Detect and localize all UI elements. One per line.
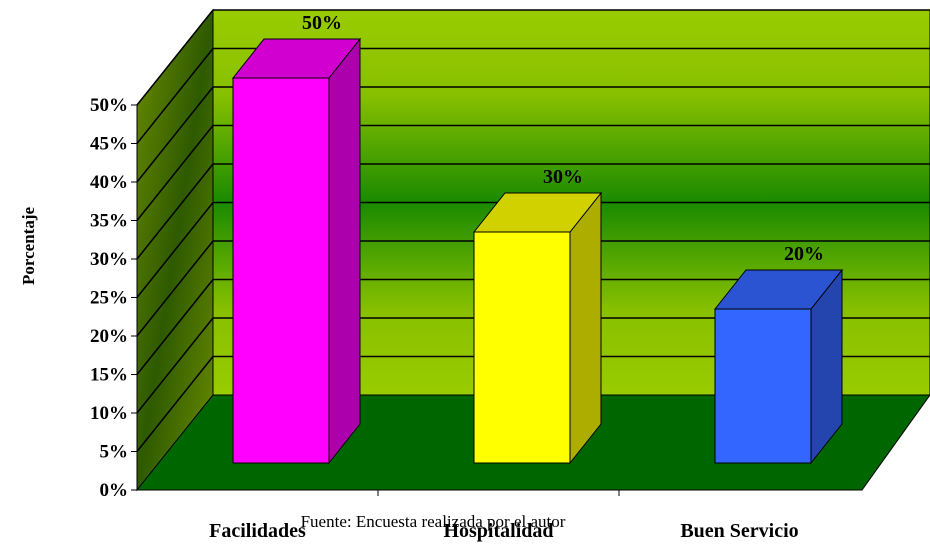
bar-hospitalidad: 30% <box>472 166 603 465</box>
gridline-side <box>136 48 214 144</box>
data-label: 50% <box>302 12 342 34</box>
bar-front <box>714 308 812 464</box>
y-tick-label: 20% <box>90 326 128 347</box>
y-tick-label: 35% <box>90 211 128 232</box>
bar-buen-servicio: 20% <box>713 243 844 465</box>
source-note: Fuente: Encuesta realizada por el autor <box>301 512 566 531</box>
y-tick-label: 15% <box>90 365 128 386</box>
data-label: 20% <box>784 243 824 265</box>
y-tick-label: 30% <box>90 249 128 270</box>
gridline-side <box>136 202 214 298</box>
y-tick-label: 5% <box>100 442 129 463</box>
gridline-side <box>136 317 214 414</box>
category-label: Hospitalidad <box>443 520 553 542</box>
y-tick-label: 45% <box>90 134 128 155</box>
category-label: Facilidades <box>209 520 306 542</box>
gridline-side <box>136 9 214 106</box>
gridline-side <box>136 86 214 183</box>
y-tick-label: 25% <box>90 288 128 309</box>
y-axis-label: Porcentaje <box>19 207 38 285</box>
y-axis: 0% 5% 10% 15% 20% 25% 30% 35% 40% 45% 50% <box>90 95 862 501</box>
bar-side <box>569 191 602 465</box>
gridline-side <box>136 163 214 260</box>
bar-facilidades: 50% <box>231 12 362 465</box>
category-label: Buen Servicio <box>680 520 798 542</box>
bars: 50% 30% 20% <box>231 12 844 465</box>
y-tick-label: 50% <box>90 95 128 116</box>
y-tick-label: 10% <box>90 403 128 424</box>
data-label: 30% <box>543 166 583 188</box>
gridline-side <box>136 356 214 452</box>
y-tick-label: 40% <box>90 172 128 193</box>
gridline-side <box>136 240 214 337</box>
y-tick-label: 0% <box>100 480 129 501</box>
bar-front <box>232 77 330 464</box>
category-labels: Facilidades Hospitalidad Buen Servicio <box>209 490 799 542</box>
bar-front <box>473 231 571 464</box>
gridline-side <box>136 279 214 375</box>
bar-side <box>328 37 361 465</box>
gridline-side <box>136 125 214 221</box>
